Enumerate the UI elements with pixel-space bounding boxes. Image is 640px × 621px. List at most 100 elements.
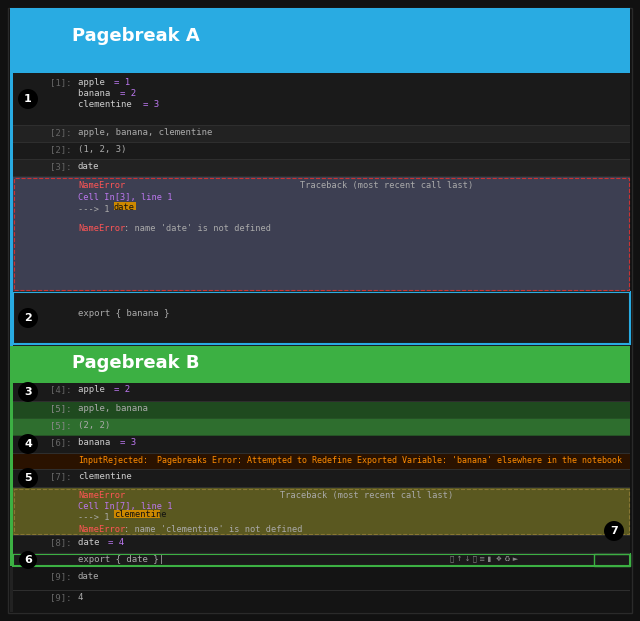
Bar xyxy=(13,73,630,346)
Bar xyxy=(13,453,630,454)
Text: [1]:: [1]: xyxy=(50,78,72,87)
Bar xyxy=(13,419,630,435)
Bar xyxy=(13,125,630,126)
Bar xyxy=(13,383,630,401)
Text: Traceback (most recent call last): Traceback (most recent call last) xyxy=(300,181,473,190)
Text: (2, 2): (2, 2) xyxy=(78,421,110,430)
Bar xyxy=(13,488,630,535)
Text: ---> 1: ---> 1 xyxy=(78,205,115,214)
Bar xyxy=(13,401,630,402)
Bar xyxy=(13,159,630,160)
Text: 6: 6 xyxy=(24,555,32,565)
Text: apple: apple xyxy=(78,78,110,87)
Circle shape xyxy=(18,468,38,488)
Text: Pagebreak A: Pagebreak A xyxy=(72,27,200,45)
Bar xyxy=(13,402,630,418)
Text: banana: banana xyxy=(78,89,116,98)
Text: = 3: = 3 xyxy=(120,438,136,447)
Circle shape xyxy=(604,521,624,541)
Circle shape xyxy=(18,434,38,454)
Text: 2: 2 xyxy=(24,313,32,323)
Text: 4: 4 xyxy=(78,593,83,602)
Circle shape xyxy=(18,308,38,328)
Text: 3: 3 xyxy=(24,387,32,397)
Text: [5]:: [5]: xyxy=(50,404,72,413)
Bar xyxy=(13,535,630,536)
Bar xyxy=(10,567,630,612)
Bar xyxy=(114,510,160,518)
Text: : name 'date' is not defined: : name 'date' is not defined xyxy=(124,224,271,233)
Text: date: date xyxy=(78,162,99,171)
Bar xyxy=(13,126,630,142)
Text: [3]:: [3]: xyxy=(50,162,72,171)
Bar xyxy=(10,346,630,383)
Bar xyxy=(13,469,630,470)
Text: Pagebreaks Error: Attempted to Redefine Exported Variable: 'banana' elsewhere in: Pagebreaks Error: Attempted to Redefine … xyxy=(152,456,622,465)
Text: ⎘ ↑ ↓ ⤓ ≡ ▮  ❖ ♻ ►: ⎘ ↑ ↓ ⤓ ≡ ▮ ❖ ♻ ► xyxy=(450,555,518,562)
Text: [9]:: [9]: xyxy=(50,572,72,581)
Text: clementine: clementine xyxy=(78,100,137,109)
Text: date: date xyxy=(78,538,105,547)
Bar xyxy=(13,176,630,177)
Bar xyxy=(13,291,630,292)
Bar xyxy=(13,292,630,344)
Bar xyxy=(13,142,630,143)
Text: Pagebreak B: Pagebreak B xyxy=(72,354,200,372)
Text: Traceback (most recent call last): Traceback (most recent call last) xyxy=(280,491,453,500)
Text: [9]:: [9]: xyxy=(50,593,72,602)
Circle shape xyxy=(18,382,38,402)
Text: InputRejected:: InputRejected: xyxy=(78,456,148,465)
Bar xyxy=(13,590,630,591)
Text: export { date }|: export { date }| xyxy=(78,555,164,564)
Text: apple, banana, clementine: apple, banana, clementine xyxy=(78,128,212,137)
Text: [6]:: [6]: xyxy=(50,438,72,447)
Bar xyxy=(10,73,13,346)
Circle shape xyxy=(19,551,37,569)
Text: clementine: clementine xyxy=(114,510,166,519)
Text: 7: 7 xyxy=(610,526,618,536)
Text: 1: 1 xyxy=(24,94,32,104)
Text: apple: apple xyxy=(78,385,110,394)
Text: ---> 1: ---> 1 xyxy=(78,513,115,522)
Text: = 2: = 2 xyxy=(114,385,130,394)
Text: date: date xyxy=(78,572,99,581)
Bar xyxy=(13,383,630,536)
Bar xyxy=(13,418,630,419)
Bar xyxy=(13,73,630,125)
Bar xyxy=(13,143,630,159)
Bar xyxy=(10,8,630,73)
Text: [2]:: [2]: xyxy=(50,145,72,154)
Bar xyxy=(14,489,629,534)
Text: : name 'clementine' is not defined: : name 'clementine' is not defined xyxy=(124,525,303,534)
Text: apple, banana: apple, banana xyxy=(78,404,148,413)
Bar xyxy=(13,487,630,488)
Text: = 3: = 3 xyxy=(143,100,159,109)
Bar xyxy=(13,454,630,469)
Text: Cell In[3], line 1: Cell In[3], line 1 xyxy=(78,193,173,202)
Text: = 1: = 1 xyxy=(114,78,130,87)
Text: clementine: clementine xyxy=(78,472,132,481)
Text: date: date xyxy=(114,203,135,212)
Text: NameError: NameError xyxy=(78,181,125,190)
Text: [8]:: [8]: xyxy=(50,538,72,547)
Bar xyxy=(14,178,629,290)
Circle shape xyxy=(18,89,38,109)
Bar xyxy=(13,536,630,553)
Bar xyxy=(594,554,630,566)
Text: export { banana }: export { banana } xyxy=(78,309,170,318)
Bar xyxy=(13,435,630,436)
Text: [2]:: [2]: xyxy=(50,128,72,137)
Bar xyxy=(10,567,13,612)
Bar xyxy=(13,554,630,566)
Text: banana: banana xyxy=(78,438,116,447)
Bar xyxy=(13,436,630,453)
Text: Cell In[7], line 1: Cell In[7], line 1 xyxy=(78,502,173,511)
Text: [7]:: [7]: xyxy=(50,472,72,481)
Text: 4: 4 xyxy=(24,439,32,449)
Text: = 2: = 2 xyxy=(120,89,136,98)
Bar xyxy=(13,177,630,291)
Text: NameError: NameError xyxy=(78,224,125,233)
Text: NameError: NameError xyxy=(78,525,125,534)
Text: 5: 5 xyxy=(24,473,32,483)
Bar xyxy=(114,202,136,210)
